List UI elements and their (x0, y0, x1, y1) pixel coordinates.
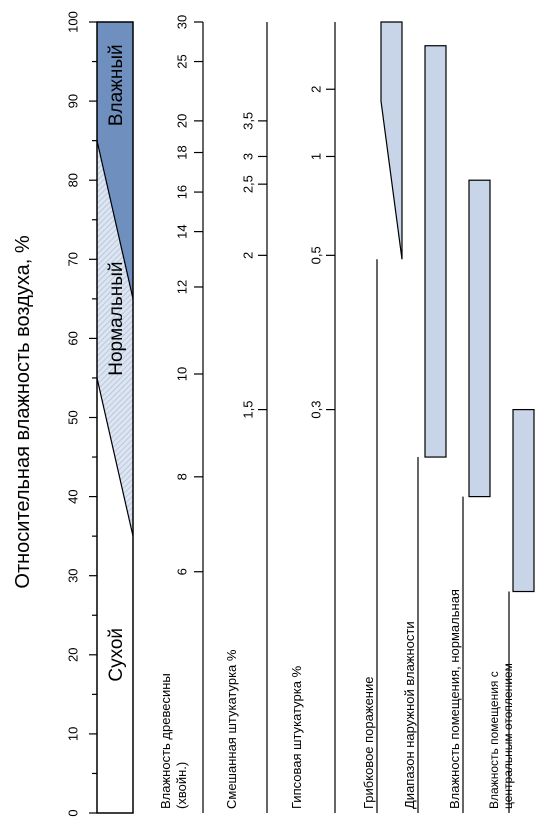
zone-label-normal: Нормальный (106, 262, 127, 376)
dry-normal-boundary (96, 377, 134, 537)
scale-tick-label: 12 (174, 280, 189, 294)
rh-tick-label: 70 (65, 252, 80, 266)
rh-tick-label: 0 (65, 809, 80, 816)
range-bar (424, 45, 447, 458)
scale-tick-label: 30 (174, 15, 189, 29)
rh-tick-label: 20 (65, 648, 80, 662)
rh-tick-label: 30 (65, 568, 80, 582)
scale-tick-label: 20 (174, 114, 189, 128)
zone-frame (96, 21, 134, 814)
scale-tick-label: 1,5 (240, 401, 255, 419)
zone-label-dry: Сухой (106, 628, 127, 682)
range-bar-label: Влажность помещения, нормальная (447, 589, 462, 809)
range-bar (512, 408, 535, 593)
scale-tick-label: 25 (174, 54, 189, 68)
rh-tick-label: 80 (65, 173, 80, 187)
rh-tick-label: 100 (65, 11, 80, 33)
scale-tick-label: 2 (240, 252, 255, 259)
rh-axis-title: Относительная влажность воздуха, % (12, 235, 34, 588)
scale-tick-label: 16 (174, 185, 189, 199)
range-bar-label: Диапазон наружной влажности (402, 621, 417, 809)
range-bar (468, 179, 491, 498)
range-bar-label: Грибковое поражение (361, 677, 376, 809)
scale-tick-label: 3,5 (240, 112, 255, 130)
humidity-zones: Сухой Нормальный Влажный (96, 21, 134, 814)
rh-tick-label: 10 (65, 727, 80, 741)
zone-label-wet: Влажный (106, 44, 127, 126)
scale-name-label: Гипсовая штукатурка % (289, 665, 304, 809)
range-bars: Грибковое поражение Диапазон наружной вла… (361, 21, 535, 813)
rh-tick-label: 40 (65, 489, 80, 503)
scale-tick-label: 18 (174, 145, 189, 159)
rh-axis-ticks: 0 10 20 30 40 50 60 70 80 90 100 (65, 11, 97, 817)
scale-tick-label: 10 (174, 367, 189, 381)
range-bar (380, 21, 403, 260)
scale-tick-label: 0,5 (308, 246, 323, 264)
scale-tick-label: 3 (240, 153, 255, 160)
scale-name-label: Влажность древесины(хвойн.) (158, 673, 189, 809)
scale-tick-label: 0,3 (308, 401, 323, 419)
range-bar-label: Влажность помещения сцентральным отоплен… (487, 663, 515, 809)
zone-normal-area (97, 140, 133, 537)
rh-tick-label: 60 (65, 331, 80, 345)
normal-wet-boundary (96, 140, 134, 299)
scale-tick-label: 6 (174, 568, 189, 575)
rh-tick-label: 90 (65, 94, 80, 108)
scale-tick-label: 2,5 (240, 175, 255, 193)
rh-tick-label: 50 (65, 410, 80, 424)
zone-wet-area (97, 22, 133, 299)
scale-name-label: Смешанная штукатурка % (224, 649, 239, 809)
scale-tick-label: 8 (174, 473, 189, 480)
scale-tick-label: 2 (308, 86, 323, 93)
scale-tick-label: 1 (308, 153, 323, 160)
scale-tick-label: 14 (174, 224, 189, 238)
zone-dry-area (97, 377, 133, 813)
